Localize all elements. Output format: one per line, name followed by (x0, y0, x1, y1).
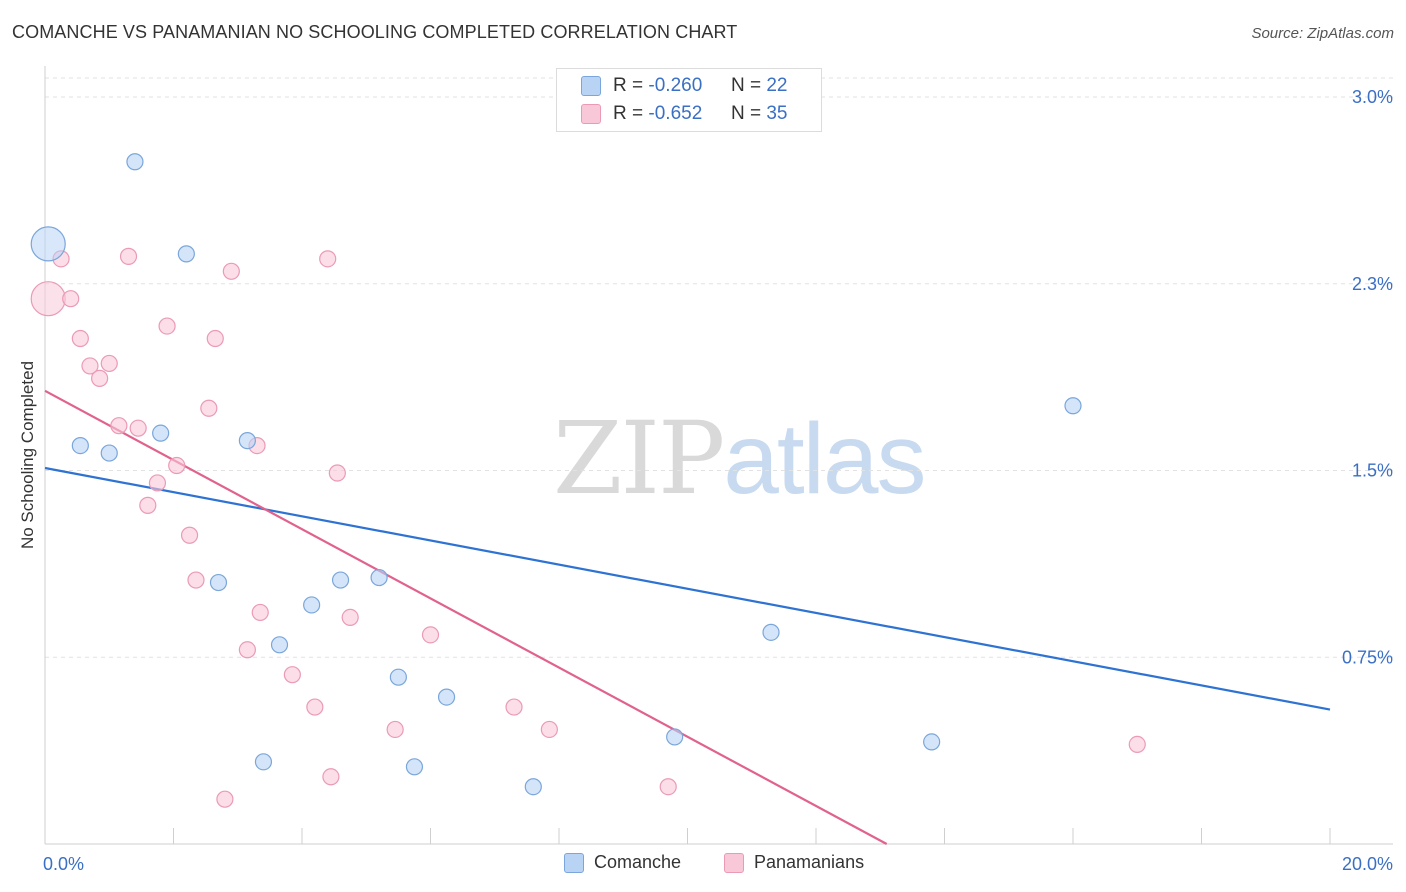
comanche-legend-swatch (564, 852, 584, 873)
data-point (209, 573, 228, 592)
y-tick-label: 1.5% (1352, 461, 1393, 481)
data-point (389, 668, 407, 686)
panamanians-swatch (581, 104, 601, 124)
chart-title: COMANCHE VS PANAMANIAN NO SCHOOLING COMP… (12, 22, 738, 42)
data-point (659, 778, 677, 796)
legend-label: Panamanians (754, 852, 865, 872)
data-point (200, 399, 218, 417)
data-point (341, 608, 359, 627)
data-point (100, 354, 118, 373)
data-point (30, 226, 66, 262)
data-point (328, 464, 346, 482)
data-point (524, 778, 542, 796)
r-value: -0.652 (648, 103, 703, 124)
data-point (62, 290, 80, 308)
comanche-swatch (581, 76, 601, 96)
data-point (386, 720, 404, 739)
data-point (177, 245, 195, 263)
data-point (370, 568, 388, 587)
x-tick-label: 0.0% (43, 854, 84, 874)
y-tick-label: 3.0% (1352, 87, 1393, 107)
data-point (216, 790, 234, 808)
data-point (666, 728, 684, 746)
legend-label: Comanche (594, 852, 682, 872)
data-point (148, 474, 167, 492)
legend-item-comanche[interactable]: Comanche (564, 852, 681, 873)
n-value: 22 (766, 75, 788, 96)
data-point (540, 720, 558, 739)
data-point (30, 281, 66, 317)
data-point (91, 369, 109, 387)
gridlines (45, 77, 1393, 658)
x-tick-label: 20.0% (1342, 854, 1393, 874)
stats-row-panamanians: R = -0.652 N = 35 (581, 101, 787, 127)
data-point (126, 153, 144, 171)
data-point (421, 626, 440, 644)
data-point (283, 666, 301, 684)
data-point (923, 733, 941, 751)
data-point (405, 758, 424, 776)
data-point (222, 262, 240, 280)
y-tick-label: 0.75% (1342, 647, 1393, 667)
n-label: N = (730, 75, 762, 96)
data-point (129, 419, 147, 437)
data-point (331, 571, 350, 589)
data-point (303, 596, 321, 614)
data-point (168, 456, 186, 475)
data-point (139, 496, 157, 514)
data-point (1064, 397, 1082, 415)
data-point (762, 623, 780, 641)
data-points (30, 108, 1146, 808)
data-point (158, 317, 176, 335)
data-point (180, 526, 199, 544)
stats-legend: R = -0.260 N = 22 R = -0.652 N = 35 (556, 68, 822, 132)
tick-labels: 0.75% 1.5% 2.3% 3.0% 0.0% 20.0% (43, 87, 1393, 874)
data-point (251, 603, 269, 622)
data-point (306, 698, 324, 716)
r-value: -0.260 (648, 75, 703, 96)
data-point (319, 250, 337, 268)
y-tick-label: 2.3% (1352, 274, 1393, 294)
data-point (437, 688, 456, 706)
data-point (238, 641, 256, 659)
data-point (270, 636, 289, 654)
n-label: N = (730, 103, 762, 124)
axes (44, 66, 1393, 845)
watermark: ZIPatlas (553, 400, 927, 517)
data-point (110, 417, 128, 435)
y-axis-label: No Schooling Completed (18, 360, 37, 550)
data-point (505, 698, 523, 716)
data-point (71, 437, 89, 455)
trend-line (44, 466, 1331, 711)
data-point (322, 768, 340, 786)
data-point (206, 329, 224, 348)
data-point (119, 247, 138, 265)
data-point (187, 571, 205, 589)
data-point (152, 424, 170, 442)
panamanians-legend-swatch (724, 852, 744, 873)
data-point (81, 357, 99, 375)
data-point (1128, 735, 1146, 754)
watermark-zip: ZIP (553, 400, 725, 517)
legend-item-panamanians[interactable]: Panamanians (724, 852, 864, 873)
r-label: R = (613, 75, 644, 96)
n-value: 35 (766, 103, 788, 124)
trend-line (44, 389, 888, 845)
data-point (100, 444, 118, 462)
r-label: R = (613, 103, 644, 124)
watermark-atlas: atlas (723, 403, 926, 515)
data-point (238, 432, 256, 450)
stats-row-comanche: R = -0.260 N = 22 (581, 73, 787, 99)
source-label: Source: ZipAtlas.com (1251, 25, 1394, 42)
data-point (254, 753, 273, 771)
data-point (71, 329, 89, 348)
trend-lines (44, 389, 1331, 845)
